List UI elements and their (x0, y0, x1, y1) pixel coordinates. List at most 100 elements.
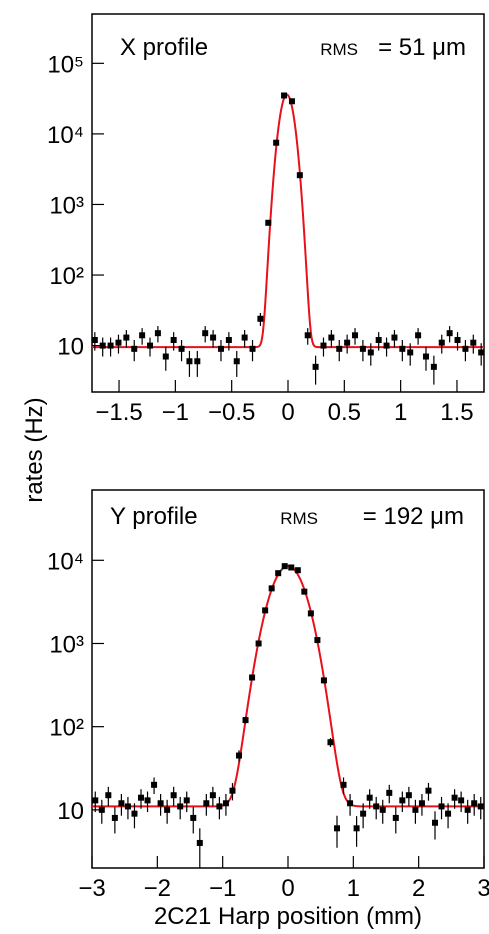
data-point (151, 781, 158, 788)
data-point (391, 334, 398, 341)
data-point (336, 345, 343, 352)
data-point (222, 800, 229, 807)
data-point (347, 800, 354, 807)
data-point (99, 342, 106, 349)
x-tick-label: −3 (78, 875, 105, 902)
data-point (458, 797, 465, 804)
data-point (340, 781, 347, 788)
data-point (328, 334, 335, 341)
data-point (415, 332, 422, 339)
data-point (131, 810, 138, 817)
data-point (118, 800, 125, 807)
data-point (445, 810, 452, 817)
rms-value: = 192 μm (363, 503, 464, 530)
data-point (229, 787, 236, 794)
data-point (392, 814, 399, 821)
data-point (124, 803, 131, 810)
data-point (446, 330, 453, 337)
data-point (217, 345, 224, 352)
panel-title: X profile (120, 34, 208, 61)
data-point (262, 607, 269, 614)
data-point (249, 674, 256, 681)
data-point (464, 806, 471, 813)
data-point (320, 342, 327, 349)
data-point (296, 172, 303, 179)
data-point (438, 339, 445, 346)
data-point (301, 588, 308, 595)
y-tick-label: 10⁴ (47, 122, 84, 149)
x-tick-label: −0.5 (208, 399, 255, 426)
data-point (92, 797, 99, 804)
x-tick-label: 1.5 (440, 399, 473, 426)
data-point (170, 792, 177, 799)
data-point (405, 792, 412, 799)
data-point (202, 330, 209, 337)
data-point (147, 342, 154, 349)
data-point (344, 339, 351, 346)
data-point (454, 337, 461, 344)
fit-curve (92, 565, 484, 808)
data-point (249, 345, 256, 352)
data-point (131, 345, 138, 352)
data-point (451, 794, 458, 801)
data-point (265, 219, 272, 226)
data-point (425, 787, 432, 794)
y-tick-label: 10³ (49, 192, 84, 219)
data-point (312, 363, 319, 370)
data-point (177, 803, 184, 810)
data-point (275, 570, 282, 577)
data-point (477, 803, 484, 810)
data-point (386, 789, 393, 796)
data-point (399, 797, 406, 804)
data-point (115, 339, 122, 346)
plot-frame (91, 489, 485, 869)
data-point (178, 345, 185, 352)
data-point (438, 803, 445, 810)
y-axis-label: rates (Hz) (21, 397, 48, 502)
y-tick-label: 10² (49, 263, 84, 290)
data-point (294, 567, 301, 574)
data-point (407, 349, 414, 356)
data-point (186, 358, 193, 365)
data-point (105, 792, 112, 799)
data-point (432, 819, 438, 826)
data-point (288, 564, 295, 571)
data-point (92, 337, 98, 344)
data-point (210, 334, 217, 341)
data-point (268, 585, 275, 592)
x-tick-label: 2 (412, 875, 425, 902)
data-point (139, 332, 146, 339)
data-point (164, 806, 171, 813)
data-point (255, 640, 262, 647)
x-tick-label: −1.5 (95, 399, 142, 426)
x-axis-label: 2C21 Harp position (mm) (154, 903, 422, 930)
plot-frame (91, 13, 485, 393)
x-tick-label: 3 (477, 875, 489, 902)
y-tick-label: 10⁴ (47, 548, 84, 575)
data-point (203, 800, 210, 807)
data-point (170, 337, 177, 344)
data-point (367, 349, 374, 356)
y-tick-label: 10 (57, 798, 84, 825)
data-point (281, 563, 288, 570)
data-point (462, 345, 469, 352)
data-point (470, 339, 477, 346)
data-point (111, 814, 118, 821)
data-point (359, 345, 366, 352)
data-point (327, 739, 334, 746)
data-point (190, 814, 197, 821)
x-tick-label: 1 (347, 875, 360, 902)
data-point (162, 353, 169, 360)
data-point (314, 637, 321, 644)
data-point (379, 806, 386, 813)
data-point (183, 797, 190, 804)
data-point (241, 334, 248, 341)
data-point (307, 610, 314, 617)
data-point (383, 342, 390, 349)
data-point (242, 717, 249, 724)
data-point (399, 345, 406, 352)
rms-label: RMS (280, 509, 318, 528)
data-point (233, 358, 240, 365)
data-point (157, 800, 164, 807)
